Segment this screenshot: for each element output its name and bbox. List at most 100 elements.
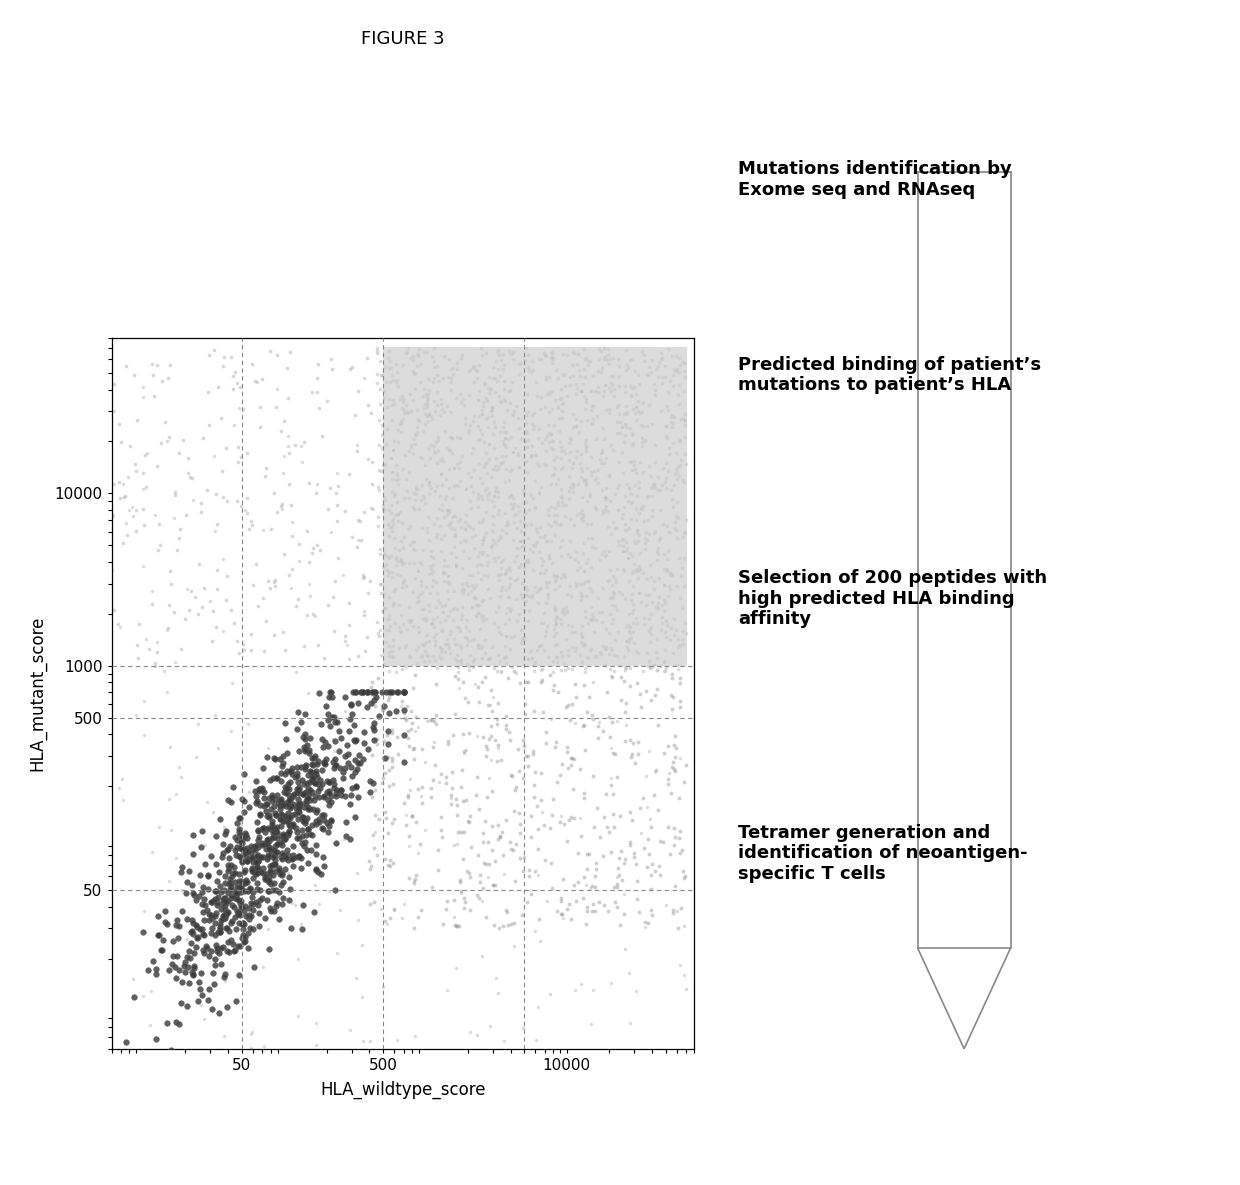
Point	[649, 857, 668, 876]
Point	[417, 387, 436, 406]
Point	[589, 603, 609, 622]
Point	[575, 608, 595, 627]
Point	[422, 347, 441, 366]
Point	[503, 936, 523, 955]
Point	[291, 848, 311, 867]
Point	[663, 904, 683, 923]
Point	[319, 773, 339, 792]
Point	[241, 880, 260, 899]
Point	[518, 611, 538, 630]
Point	[376, 491, 396, 510]
Point	[663, 643, 683, 662]
Point	[449, 658, 469, 677]
Point	[223, 380, 243, 399]
Point	[265, 806, 285, 825]
Point	[536, 442, 556, 461]
Point	[608, 423, 627, 442]
Point	[321, 523, 341, 542]
Point	[542, 382, 562, 401]
Point	[269, 859, 289, 878]
Point	[304, 902, 324, 921]
Point	[601, 576, 621, 595]
Point	[418, 385, 438, 404]
Point	[91, 642, 110, 661]
Point	[537, 384, 557, 403]
Point	[665, 475, 684, 494]
Point	[675, 354, 694, 373]
Point	[433, 563, 453, 582]
Point	[182, 965, 202, 984]
Point	[508, 501, 528, 520]
Point	[614, 404, 634, 423]
Point	[577, 876, 596, 895]
Point	[404, 665, 424, 684]
Point	[201, 963, 221, 982]
Point	[632, 437, 652, 456]
Point	[360, 859, 379, 878]
Point	[642, 592, 662, 611]
Point	[201, 905, 221, 924]
Point	[625, 460, 645, 479]
Point	[532, 802, 552, 821]
Point	[660, 563, 680, 582]
Point	[341, 786, 361, 805]
Point	[102, 505, 122, 524]
Point	[671, 450, 691, 469]
Point	[175, 962, 195, 981]
Point	[622, 613, 642, 632]
Point	[143, 354, 162, 373]
Point	[228, 936, 248, 955]
Point	[429, 773, 449, 792]
Point	[525, 921, 544, 940]
Point	[239, 783, 259, 802]
Point	[542, 431, 562, 450]
Point	[480, 589, 500, 608]
Point	[267, 893, 286, 912]
Point	[603, 805, 622, 824]
Point	[172, 973, 192, 992]
Point	[445, 506, 465, 525]
Point	[340, 360, 360, 379]
Point	[619, 615, 639, 634]
Point	[636, 417, 656, 436]
Point	[560, 478, 580, 497]
Point	[190, 873, 210, 892]
Point	[650, 656, 670, 675]
Point	[370, 436, 389, 455]
Point	[625, 555, 645, 574]
Point	[578, 859, 598, 878]
Point	[516, 591, 536, 610]
Point	[358, 449, 378, 468]
Point	[547, 635, 567, 654]
Point	[562, 909, 582, 928]
Point	[336, 812, 356, 831]
Point	[465, 588, 485, 607]
Point	[392, 692, 412, 711]
Point	[357, 348, 377, 367]
Point	[522, 514, 542, 533]
Point	[502, 499, 522, 518]
Point	[573, 511, 593, 530]
Point	[606, 559, 626, 578]
Point	[610, 475, 630, 494]
Point	[494, 356, 513, 374]
Point	[584, 767, 604, 786]
Point	[394, 683, 414, 702]
Point	[446, 354, 466, 373]
Point	[466, 556, 486, 575]
Point	[525, 776, 544, 795]
Point	[393, 393, 413, 412]
Point	[596, 683, 616, 702]
Point	[639, 914, 658, 933]
Point	[280, 799, 300, 818]
Point	[198, 991, 218, 1010]
Point	[570, 453, 590, 472]
Point	[490, 501, 510, 520]
Point	[425, 632, 445, 651]
Point	[365, 691, 384, 710]
Point	[339, 615, 358, 634]
Point	[374, 731, 394, 750]
Point	[403, 679, 423, 698]
Point	[453, 575, 472, 594]
Point	[621, 510, 641, 529]
